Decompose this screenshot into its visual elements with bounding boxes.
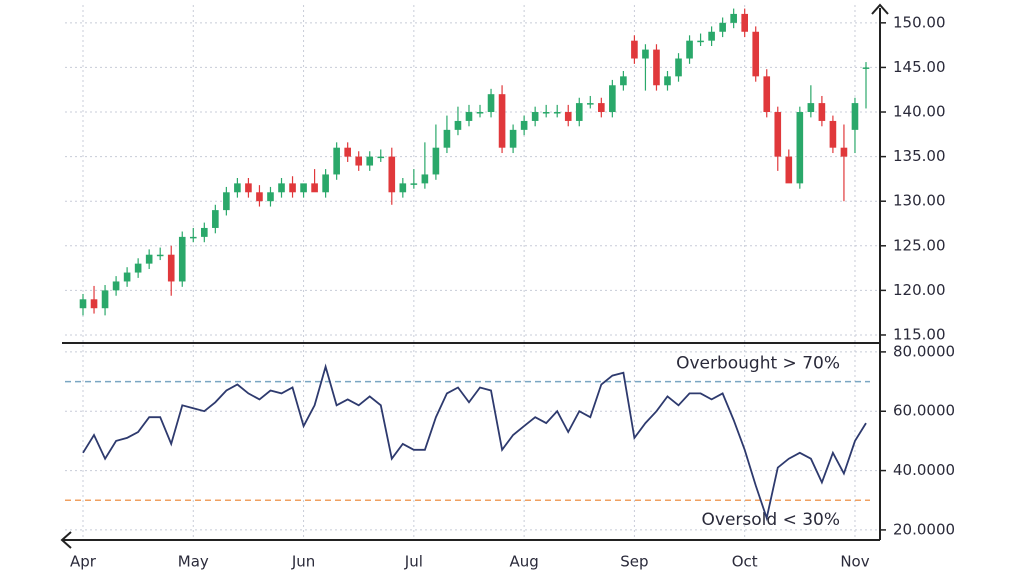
y-tick-label: 125.00	[893, 236, 946, 254]
y-tick-label: 120.00	[893, 281, 946, 299]
candle-body	[421, 174, 429, 184]
x-tick-label: Sep	[620, 553, 648, 571]
candle-body	[112, 281, 120, 291]
candle-body	[344, 147, 351, 157]
candle-body	[796, 112, 804, 184]
candle-body	[311, 183, 318, 193]
candle-body	[178, 236, 186, 282]
candle-body	[498, 94, 506, 148]
axis-arrow	[871, 3, 889, 15]
candle-body	[101, 290, 109, 309]
candle-body	[664, 76, 671, 86]
candle-body	[432, 147, 440, 175]
candle-body	[167, 254, 175, 282]
candle-body	[553, 112, 561, 114]
candle-body	[631, 40, 638, 59]
x-tick-label: Apr	[70, 553, 97, 571]
candle-body	[686, 40, 693, 59]
x-tick-label: Nov	[840, 553, 869, 571]
x-tick-label: Oct	[732, 553, 758, 571]
candle-body	[388, 156, 396, 193]
candle-body	[708, 31, 715, 41]
y-tick-label: 60.0000	[893, 402, 955, 420]
y-tick-label: 135.00	[893, 147, 946, 165]
candle-body	[531, 112, 539, 121]
candle-body	[134, 263, 142, 273]
candle-body	[156, 254, 164, 257]
candle-body	[542, 112, 550, 114]
candle-body	[212, 210, 219, 228]
candle-body	[829, 120, 837, 148]
candle-body	[487, 94, 495, 113]
candle-body	[620, 76, 627, 86]
candle-body	[454, 120, 462, 130]
candle-body	[862, 67, 870, 69]
candle-body	[256, 192, 263, 202]
x-tick-label: Aug	[509, 553, 538, 571]
y-tick-label: 115.00	[893, 325, 946, 343]
y-tick-label: 150.00	[893, 13, 946, 31]
candle-body	[443, 129, 451, 148]
candle-body	[785, 156, 793, 184]
candle-body	[322, 174, 329, 193]
candle-body	[675, 58, 682, 77]
candle-body	[234, 183, 241, 193]
candle-body	[730, 13, 737, 23]
candle-body	[752, 31, 760, 77]
x-tick-label: Jun	[291, 553, 315, 571]
candle-body	[223, 192, 230, 211]
candle-body	[598, 103, 605, 113]
candle-body	[189, 236, 197, 239]
candle-body	[79, 299, 87, 309]
y-tick-label: 140.00	[893, 103, 946, 121]
y-tick-label: 80.0000	[893, 342, 955, 360]
candle-body	[520, 120, 528, 130]
candle-body	[818, 103, 826, 121]
y-tick-label: 130.00	[893, 192, 946, 210]
candle-body	[355, 156, 363, 166]
candle-body	[245, 183, 252, 193]
candle-body	[575, 103, 583, 121]
y-tick-label: 40.0000	[893, 461, 955, 479]
candle-body	[586, 103, 594, 105]
candle-body	[697, 40, 704, 43]
candle-body	[366, 156, 374, 166]
level-label: Overbought > 70%	[676, 354, 840, 374]
candle-body	[719, 22, 726, 32]
candle-body	[399, 183, 407, 193]
candle-body	[201, 227, 208, 237]
rsi-line	[82, 363, 867, 522]
candle-body	[90, 299, 98, 309]
candle-body	[609, 85, 616, 113]
candle-body	[465, 112, 473, 121]
candle-body	[123, 272, 131, 282]
axis-arrow	[60, 531, 72, 549]
candle-body	[741, 13, 748, 32]
candle-body	[333, 147, 340, 175]
candle-body	[377, 156, 385, 159]
candle-body	[774, 112, 782, 157]
candle-body	[289, 183, 296, 193]
candle-body	[840, 147, 848, 157]
candle-body	[145, 254, 153, 264]
candle-body	[509, 129, 517, 148]
candle-body	[267, 192, 274, 202]
x-tick-label: May	[178, 553, 209, 571]
y-tick-label: 20.0000	[893, 520, 955, 538]
candle-body	[763, 76, 771, 113]
candle-body	[807, 103, 815, 113]
candle-body	[653, 49, 660, 86]
candle-body	[851, 103, 859, 130]
candle-body	[300, 183, 307, 193]
candle-body	[410, 183, 418, 185]
level-label: Oversold < 30%	[702, 510, 841, 530]
candle-body	[642, 49, 649, 59]
y-tick-label: 145.00	[893, 58, 946, 76]
candle-body	[476, 112, 484, 114]
candle-body	[564, 112, 572, 121]
x-tick-label: Jul	[404, 553, 423, 571]
candle-body	[278, 183, 285, 193]
